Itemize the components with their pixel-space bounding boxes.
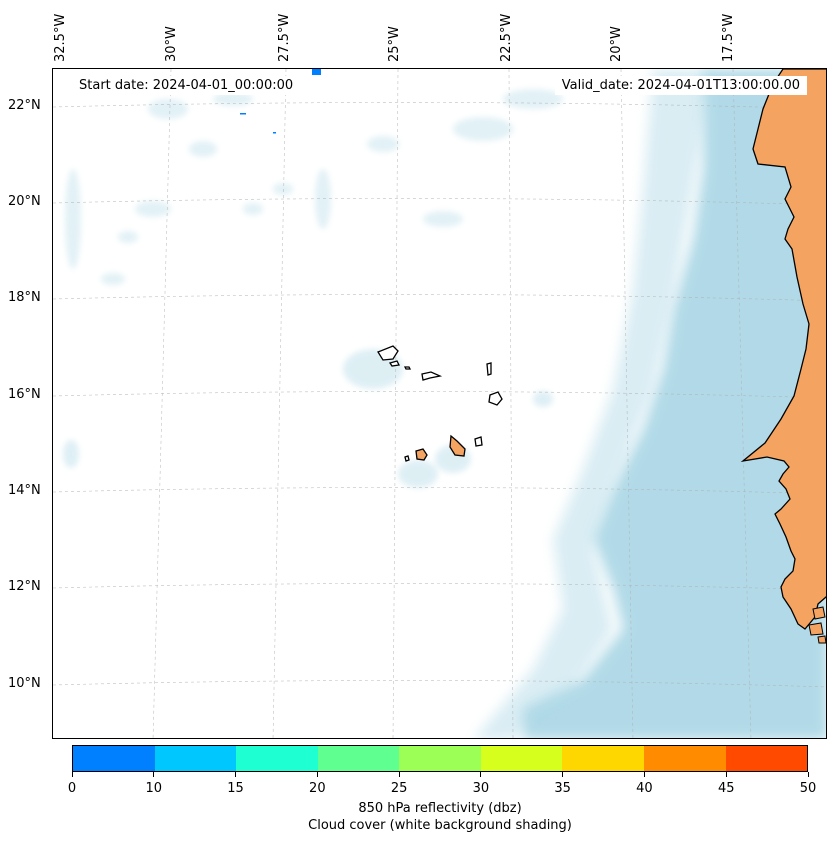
lon-label-32-5w: 32.5°W xyxy=(53,13,68,62)
colorbar-segment-0 xyxy=(73,746,155,771)
sao-vicente-island xyxy=(388,360,400,367)
colorbar-tick xyxy=(807,772,809,777)
lat-label-14n: 14°N xyxy=(8,483,41,498)
lon-label-20w: 20°W xyxy=(609,26,624,62)
colorbar-segment-2 xyxy=(236,746,318,771)
lat-label-12n: 12°N xyxy=(8,579,41,594)
bijagos-islands xyxy=(808,606,826,644)
colorbar-tick-label-20: 20 xyxy=(309,781,326,796)
map-canvas xyxy=(53,69,826,738)
cape-verde-islands xyxy=(377,345,503,462)
colorbar-segment-5 xyxy=(480,746,563,771)
cloud-band-east xyxy=(523,69,826,738)
santa-luzia-island xyxy=(403,366,412,370)
colorbar-tick-label-25: 25 xyxy=(390,781,408,796)
colorbar-tick-label-35: 35 xyxy=(554,781,571,796)
lat-label-10n: 10°N xyxy=(8,676,41,691)
meridian-27-5w xyxy=(272,69,287,738)
colorbar-tick-label-40: 40 xyxy=(636,781,653,796)
fogo-island xyxy=(415,448,428,461)
colorbar-tick xyxy=(316,772,318,777)
lon-label-27-5w: 27.5°W xyxy=(277,13,292,62)
lat-label-18n: 18°N xyxy=(8,290,41,305)
colorbar-tick-label-10: 10 xyxy=(145,781,163,796)
colorbar-segment-7 xyxy=(643,746,726,771)
colorbar-segment-4 xyxy=(399,746,481,771)
colorbar-tick xyxy=(153,772,155,777)
colorbar-title: 850 hPa reflectivity (dbz) xyxy=(358,801,522,816)
parallel-18n xyxy=(53,294,826,302)
cloud-patches-islands xyxy=(63,349,553,488)
lon-label-30w: 30°W xyxy=(164,26,179,62)
colorbar-segment-6 xyxy=(562,746,644,771)
lon-label-17-5w: 17.5°W xyxy=(721,13,736,62)
reflectivity-colorbar xyxy=(72,745,808,772)
maio-island xyxy=(474,436,483,447)
colorbar-segment-1 xyxy=(154,746,237,771)
parallel-22n xyxy=(53,102,826,110)
sal-island xyxy=(486,362,492,376)
reflectivity-cell xyxy=(312,69,321,75)
colorbar-tick xyxy=(398,772,400,777)
colorbar-tick-label-15: 15 xyxy=(227,781,244,796)
valid-date-label: Valid_date: 2024-04-01T13:00:00.00 xyxy=(554,76,807,95)
island xyxy=(817,635,826,644)
cloud-band-east-outer xyxy=(474,69,713,738)
island xyxy=(812,606,826,620)
parallel-14n xyxy=(53,487,826,495)
colorbar-tick-label-45: 45 xyxy=(717,781,735,796)
colorbar-segment-3 xyxy=(317,746,400,771)
graticule xyxy=(53,69,826,738)
colorbar-segment-8 xyxy=(725,746,808,771)
reflectivity-cell xyxy=(240,113,246,115)
parallel-16n xyxy=(53,391,826,399)
colorbar-tick xyxy=(562,772,564,777)
lat-label-16n: 16°N xyxy=(8,387,41,402)
colorbar-tick xyxy=(71,772,73,777)
africa-mainland xyxy=(740,69,826,630)
lat-label-20n: 20°N xyxy=(8,194,41,209)
reflectivity-cell xyxy=(273,132,276,134)
parallel-20n xyxy=(53,198,826,206)
colorbar-tick-label-30: 30 xyxy=(472,781,490,796)
map-panel xyxy=(52,68,827,739)
boa-vista-island xyxy=(488,391,503,406)
lat-label-22n: 22°N xyxy=(8,98,41,113)
lon-label-25w: 25°W xyxy=(387,26,402,62)
sao-nicolau-island xyxy=(421,371,443,381)
colorbar-tick xyxy=(725,772,727,777)
meridian-17-5w xyxy=(732,69,752,738)
cloud-patches-northwest xyxy=(65,89,563,285)
island xyxy=(808,622,824,636)
colorbar-subtitle: Cloud cover (white background shading) xyxy=(308,818,572,833)
parallel-12n xyxy=(53,583,826,591)
santo-antao-island xyxy=(377,345,399,361)
meridian-22-5w xyxy=(508,69,514,738)
colorbar-tick-label-0: 0 xyxy=(67,781,77,796)
colorbar-tick-label-50: 50 xyxy=(799,781,817,796)
colorbar-tick xyxy=(480,772,482,777)
meridian-25w xyxy=(392,69,399,738)
start-date-label: Start date: 2024-04-01_00:00:00 xyxy=(72,76,301,95)
cloud-cover-shading xyxy=(63,69,826,738)
reflectivity-cells xyxy=(240,69,321,134)
meridian-20w xyxy=(620,69,634,738)
parallel-10n xyxy=(53,680,826,688)
brava-island xyxy=(404,455,410,462)
meridian-30w xyxy=(152,69,172,738)
colorbar-tick xyxy=(643,772,645,777)
lon-label-22-5w: 22.5°W xyxy=(499,13,514,62)
santiago-island xyxy=(449,434,466,457)
colorbar-tick xyxy=(235,772,237,777)
